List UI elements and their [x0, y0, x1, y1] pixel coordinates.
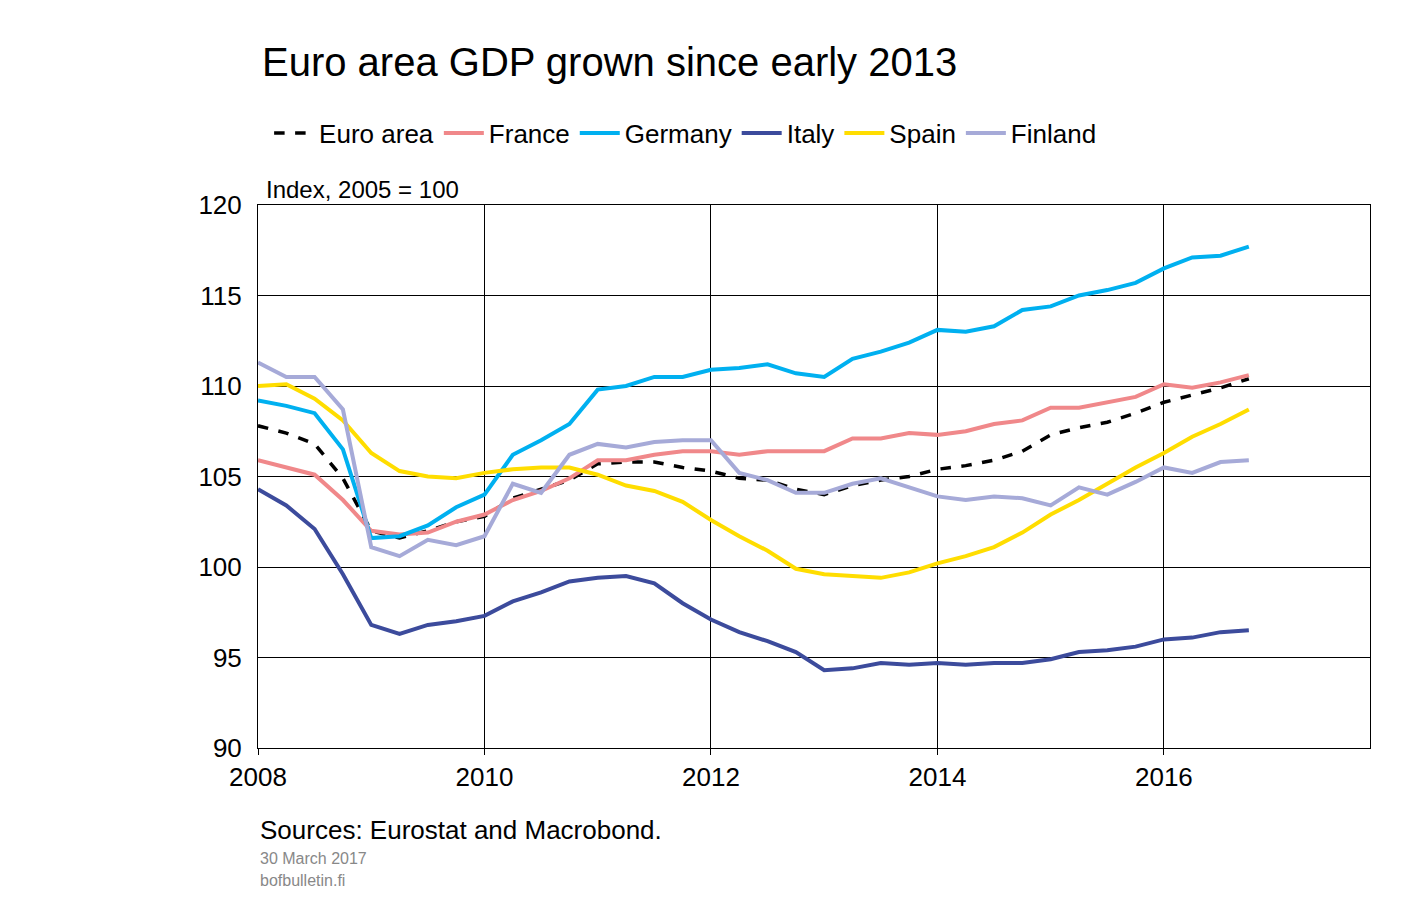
svg-text:30 March 2017: 30 March 2017	[260, 850, 367, 867]
svg-text:Euro area: Euro area	[319, 119, 434, 149]
svg-text:Germany: Germany	[625, 119, 732, 149]
svg-text:110: 110	[200, 371, 241, 401]
svg-text:Finland: Finland	[1011, 119, 1096, 149]
svg-text:105: 105	[198, 462, 241, 492]
svg-text:2012: 2012	[682, 762, 740, 792]
svg-text:120: 120	[198, 190, 241, 220]
svg-text:2008: 2008	[229, 762, 287, 792]
svg-text:France: France	[489, 119, 570, 149]
svg-text:bofbulletin.fi: bofbulletin.fi	[260, 872, 345, 889]
svg-text:2016: 2016	[1135, 762, 1193, 792]
svg-text:Euro area GDP grown since earl: Euro area GDP grown since early 2013	[262, 40, 957, 84]
svg-text:Spain: Spain	[889, 119, 956, 149]
svg-text:100: 100	[198, 552, 241, 582]
svg-text:95: 95	[213, 643, 242, 673]
svg-text:115: 115	[200, 281, 241, 311]
svg-text:Italy: Italy	[787, 119, 835, 149]
svg-text:2010: 2010	[456, 762, 514, 792]
svg-text:Index, 2005 = 100: Index, 2005 = 100	[266, 176, 459, 203]
svg-text:Sources: Eurostat and Macrobon: Sources: Eurostat and Macrobond.	[260, 815, 662, 845]
svg-text:2014: 2014	[909, 762, 967, 792]
svg-text:90: 90	[213, 733, 242, 763]
